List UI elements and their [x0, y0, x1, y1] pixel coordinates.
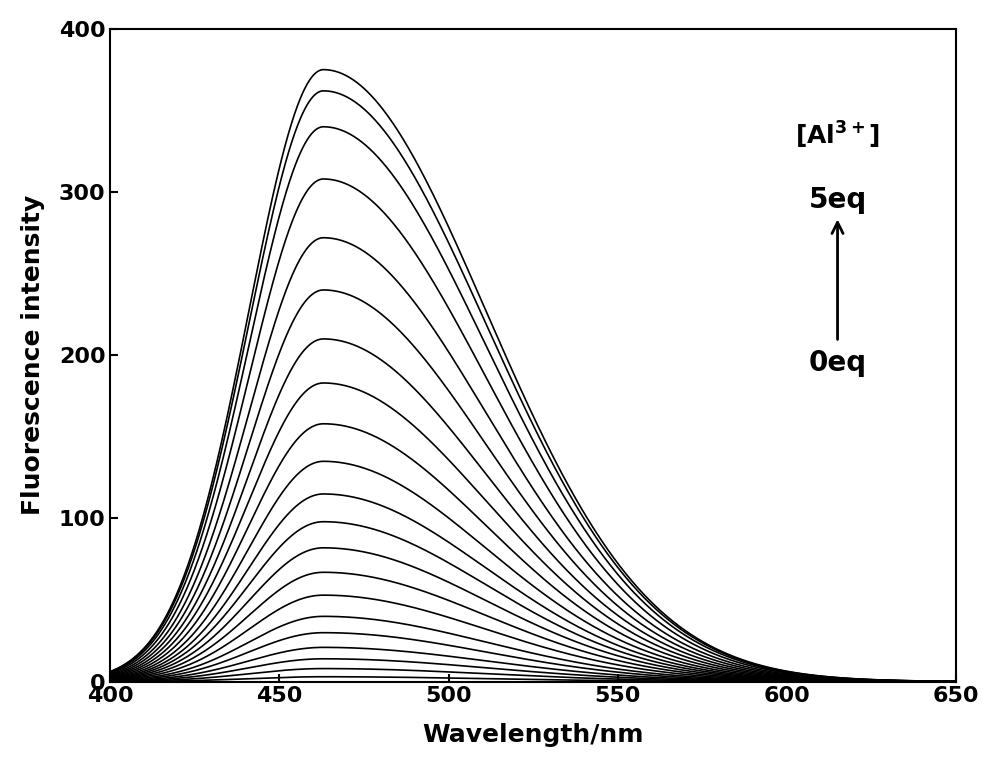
Text: $\mathbf{[Al^{3+}]}$: $\mathbf{[Al^{3+}]}$ [795, 119, 880, 151]
X-axis label: Wavelength/nm: Wavelength/nm [422, 723, 644, 747]
Text: 0eq: 0eq [808, 349, 867, 377]
Text: 5eq: 5eq [808, 186, 867, 214]
Y-axis label: Fluorescence intensity: Fluorescence intensity [21, 195, 45, 515]
